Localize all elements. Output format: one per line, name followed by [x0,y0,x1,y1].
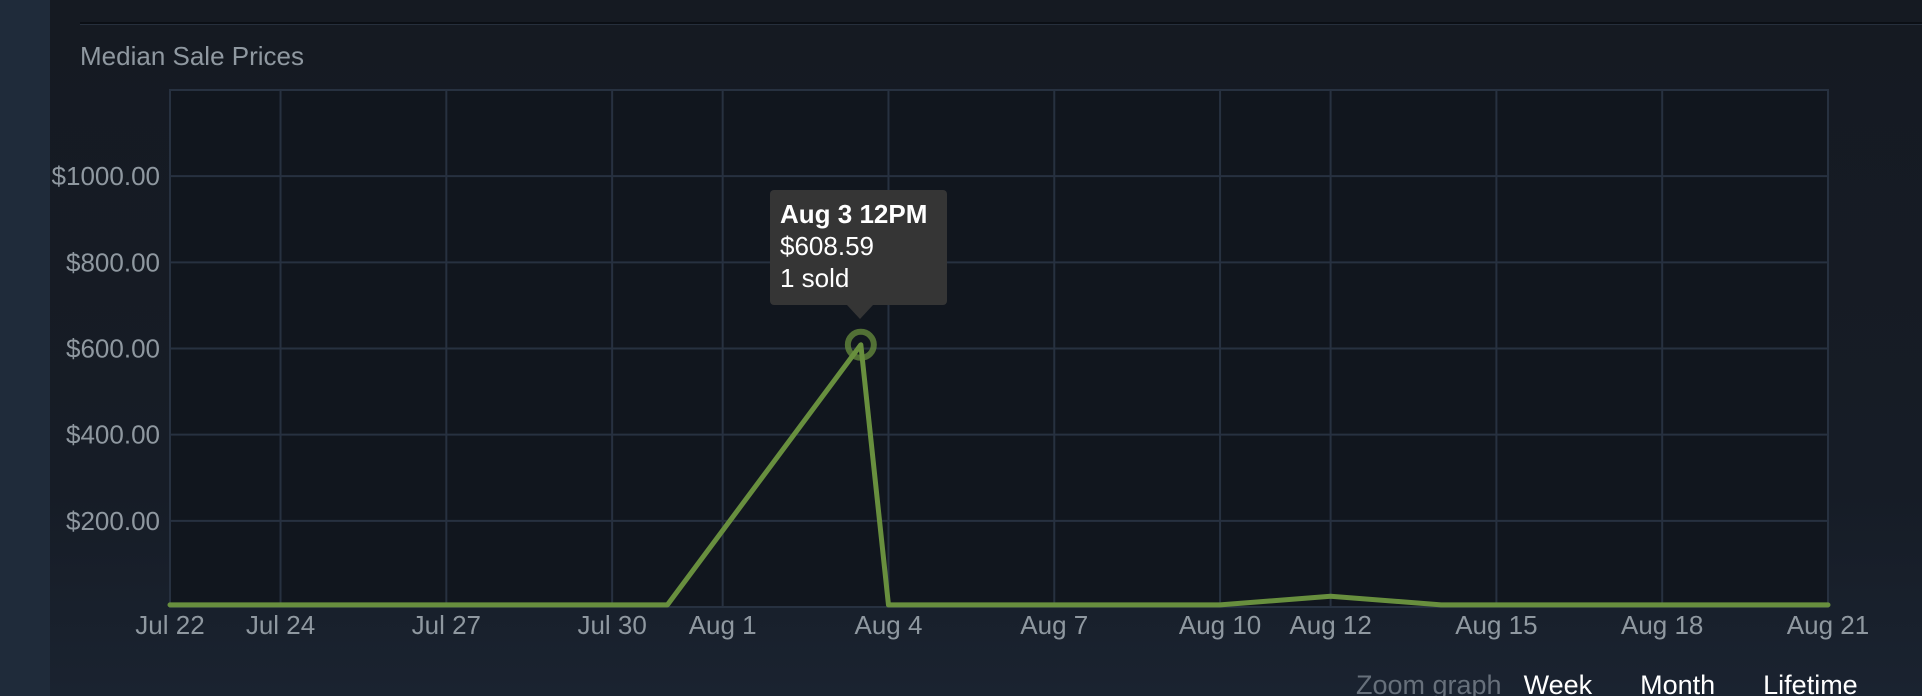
zoom-month-button[interactable]: Month [1640,670,1716,696]
zoom-lifetime-button[interactable]: Lifetime [1763,670,1858,696]
x-tick-label: Jul 22 [135,610,204,640]
top-divider [80,22,1922,25]
x-tick-label: Aug 21 [1787,610,1869,640]
x-tick-label: Jul 24 [246,610,315,640]
y-axis-ticks: $1000.00 $800.00 $600.00 $400.00 $200.00 [52,161,160,536]
zoom-graph-label: Zoom graph [1356,670,1502,696]
y-tick-label: $1000.00 [52,161,160,191]
x-tick-label: Aug 1 [689,610,757,640]
zoom-controls: Zoom graph Week Month Lifetime [1356,670,1858,696]
y-tick-label: $200.00 [66,506,160,536]
x-tick-label: Jul 30 [577,610,646,640]
chart-title: Median Sale Prices [80,41,304,71]
x-tick-label: Aug 12 [1289,610,1371,640]
x-tick-label: Aug 15 [1455,610,1537,640]
x-tick-label: Jul 27 [412,610,481,640]
point-tooltip: Aug 3 12PM $608.59 1 sold [770,190,947,305]
grid-lines [169,90,1829,607]
tooltip-date: Aug 3 12PM [780,199,928,229]
tooltip-sold: 1 sold [780,263,850,293]
left-strip [0,0,50,696]
x-tick-label: Aug 18 [1621,610,1703,640]
y-tick-label: $600.00 [66,334,160,364]
series-layer [167,328,1831,608]
x-tick-label: Aug 4 [854,610,922,640]
y-tick-label: $800.00 [66,247,160,277]
tooltip-price: $608.59 [780,231,874,261]
x-tick-label: Aug 10 [1179,610,1261,640]
price-line [167,342,1831,608]
y-tick-label: $400.00 [66,420,160,450]
x-tick-label: Aug 7 [1020,610,1088,640]
zoom-week-button[interactable]: Week [1523,670,1593,696]
highlighted-point-marker [844,328,877,361]
x-axis-ticks: Jul 22 Jul 24 Jul 27 Jul 30 Aug 1 Aug 4 Aug 7 A… [135,610,1869,640]
tooltip-pointer [847,305,873,319]
